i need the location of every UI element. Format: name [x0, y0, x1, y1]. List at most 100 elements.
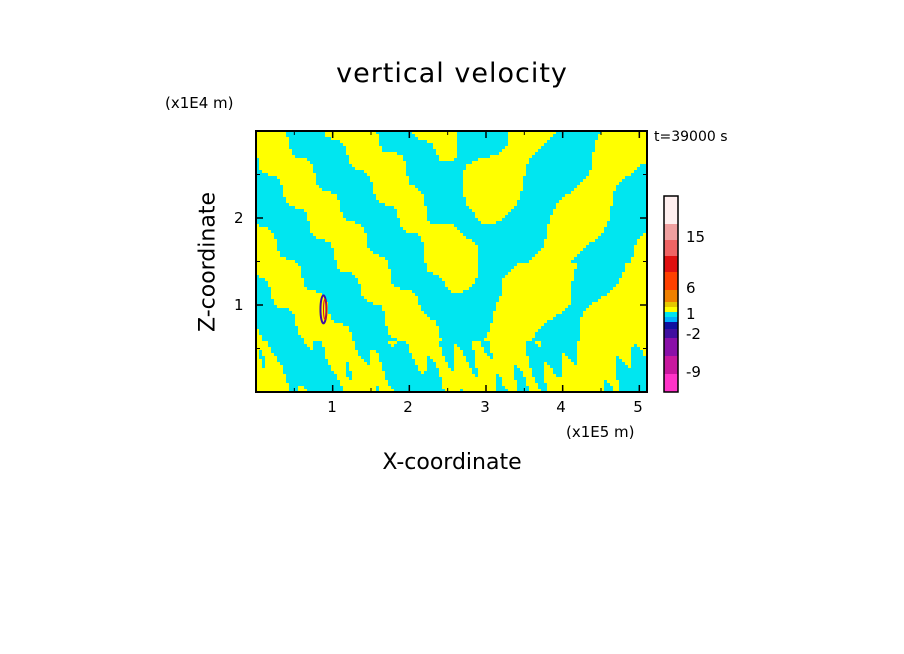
field-cell	[604, 341, 607, 344]
field-cell	[445, 251, 448, 254]
field-cell	[445, 152, 448, 155]
field-cell	[394, 329, 397, 332]
field-cell	[454, 260, 457, 263]
field-cell	[481, 194, 484, 197]
field-cell	[397, 335, 400, 338]
field-cell	[355, 152, 358, 155]
field-cell	[304, 323, 307, 326]
field-cell	[508, 182, 511, 185]
field-cell	[454, 278, 457, 281]
field-cell	[379, 182, 382, 185]
field-cell	[382, 275, 385, 278]
field-cell	[508, 158, 511, 161]
field-cell	[364, 272, 367, 275]
field-cell	[397, 200, 400, 203]
field-cell	[343, 137, 346, 140]
field-cell	[643, 143, 646, 146]
field-cell	[346, 266, 349, 269]
field-cell	[424, 257, 427, 260]
field-cell	[265, 131, 268, 134]
field-cell	[418, 326, 421, 329]
field-cell	[328, 344, 331, 347]
field-cell	[460, 266, 463, 269]
field-cell	[307, 335, 310, 338]
field-cell	[388, 158, 391, 161]
field-cell	[526, 134, 529, 137]
field-cell	[367, 290, 370, 293]
field-cell	[310, 206, 313, 209]
field-cell	[553, 212, 556, 215]
field-cell	[490, 200, 493, 203]
field-cell	[538, 260, 541, 263]
field-cell	[589, 203, 592, 206]
field-cell	[406, 197, 409, 200]
field-cell	[622, 176, 625, 179]
field-cell	[448, 260, 451, 263]
field-cell	[340, 335, 343, 338]
field-cell	[265, 254, 268, 257]
field-cell	[553, 242, 556, 245]
field-cell	[532, 308, 535, 311]
field-cell	[637, 239, 640, 242]
field-cell	[466, 266, 469, 269]
field-cell	[262, 242, 265, 245]
field-cell	[331, 236, 334, 239]
field-cell	[577, 245, 580, 248]
field-cell	[340, 323, 343, 326]
field-cell	[550, 314, 553, 317]
field-cell	[517, 281, 520, 284]
field-cell	[256, 353, 259, 356]
field-cell	[343, 254, 346, 257]
field-cell	[406, 176, 409, 179]
field-cell	[520, 149, 523, 152]
field-cell	[502, 323, 505, 326]
field-cell	[595, 146, 598, 149]
field-cell	[601, 341, 604, 344]
field-cell	[517, 311, 520, 314]
field-cell	[286, 200, 289, 203]
field-cell	[277, 281, 280, 284]
field-cell	[301, 185, 304, 188]
field-cell	[292, 296, 295, 299]
field-cell	[643, 266, 646, 269]
field-cell	[439, 137, 442, 140]
field-cell	[640, 281, 643, 284]
field-cell	[433, 344, 436, 347]
field-cell	[382, 164, 385, 167]
field-cell	[460, 350, 463, 353]
field-cell	[418, 191, 421, 194]
field-cell	[622, 320, 625, 323]
field-cell	[505, 317, 508, 320]
field-cell	[592, 332, 595, 335]
field-cell	[529, 266, 532, 269]
field-cell	[616, 344, 619, 347]
field-cell	[619, 305, 622, 308]
field-cell	[364, 266, 367, 269]
field-cell	[595, 203, 598, 206]
field-cell	[511, 323, 514, 326]
field-cell	[568, 200, 571, 203]
field-cell	[265, 344, 268, 347]
field-cell	[520, 347, 523, 350]
field-cell	[511, 269, 514, 272]
field-cell	[316, 317, 319, 320]
field-cell	[259, 245, 262, 248]
field-cell	[400, 314, 403, 317]
field-cell	[313, 182, 316, 185]
field-cell	[595, 164, 598, 167]
field-cell	[268, 155, 271, 158]
field-cell	[622, 314, 625, 317]
field-cell	[283, 299, 286, 302]
field-cell	[559, 278, 562, 281]
field-cell	[616, 158, 619, 161]
field-cell	[595, 353, 598, 356]
field-cell	[592, 227, 595, 230]
field-cell	[388, 341, 391, 344]
field-cell	[283, 275, 286, 278]
field-cell	[289, 170, 292, 173]
field-cell	[637, 260, 640, 263]
field-cell	[382, 281, 385, 284]
field-cell	[364, 146, 367, 149]
field-cell	[346, 134, 349, 137]
field-cell	[367, 284, 370, 287]
